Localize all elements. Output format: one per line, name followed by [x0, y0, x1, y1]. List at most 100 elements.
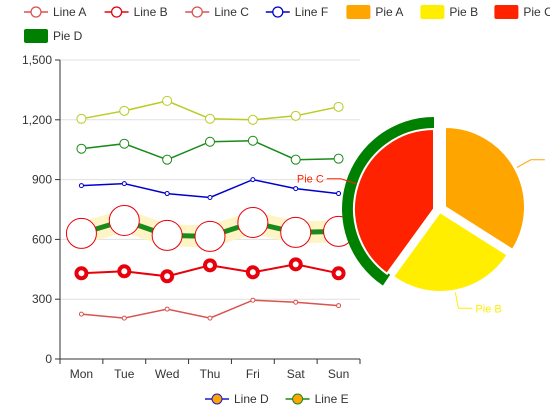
legend-label: Line F: [295, 5, 328, 19]
pie-label: Pie C: [297, 174, 324, 186]
y-tick-label: 1,200: [22, 113, 52, 127]
data-point: [164, 191, 170, 197]
data-point: [250, 297, 256, 303]
legend-item[interactable]: Line B: [104, 5, 168, 19]
legend-top: Line A Line B Line C Line F Pie A Pie B Pie C P…: [24, 5, 550, 43]
data-point: [333, 153, 344, 164]
y-tick-label: 1,500: [22, 53, 52, 67]
legend-swatch-box: [24, 29, 48, 43]
legend-item[interactable]: Pie C: [494, 5, 550, 19]
data-point: [205, 136, 215, 147]
pie-label-line: [454, 292, 473, 309]
legend-swatch-marker: [272, 6, 284, 18]
legend-item[interactable]: Pie B: [420, 5, 478, 19]
data-point: [164, 306, 170, 312]
data-point: [160, 269, 175, 284]
legend-item[interactable]: Line F: [265, 5, 328, 19]
data-point: [250, 177, 256, 183]
x-tick-label: Sun: [328, 367, 349, 381]
legend-swatch-marker: [211, 393, 223, 405]
data-point: [290, 110, 301, 121]
legend-label: Pie B: [449, 5, 478, 19]
data-point: [293, 186, 299, 192]
data-point: [280, 216, 312, 248]
legend-item[interactable]: Line E: [285, 392, 349, 406]
data-point: [290, 154, 301, 165]
data-point: [288, 257, 303, 272]
legend-label: Line B: [134, 5, 168, 19]
data-point: [119, 105, 130, 116]
series-line-a: [78, 297, 342, 321]
legend-swatch-box: [346, 5, 371, 19]
pie-label: Pie B: [475, 303, 501, 315]
legend-item[interactable]: Line D: [205, 392, 269, 406]
legend-swatch-box: [420, 5, 445, 19]
data-point: [333, 101, 344, 112]
pie-ring-d: [342, 117, 434, 286]
data-point: [65, 217, 97, 249]
pie-slice: [391, 210, 509, 293]
x-tick-label: Mon: [70, 367, 93, 381]
y-tick-label: 900: [32, 173, 52, 187]
legend-swatch-box: [494, 5, 519, 19]
legend-swatch-marker: [292, 393, 304, 405]
series-line-b: [74, 257, 346, 284]
data-point: [207, 195, 213, 201]
legend-item[interactable]: Line C: [185, 5, 249, 19]
data-point: [78, 311, 84, 317]
data-point: [194, 220, 226, 252]
legend-bottom: Line D Line E: [205, 392, 349, 406]
legend-item[interactable]: Pie D: [24, 29, 83, 43]
pie-slice: [444, 125, 526, 252]
data-point: [121, 315, 127, 321]
legend-swatch-marker: [110, 6, 123, 18]
data-point: [203, 258, 217, 273]
legend-label: Line D: [234, 392, 269, 406]
legend-item[interactable]: Pie A: [346, 5, 403, 19]
legend-swatch-marker: [30, 6, 42, 18]
legend-label: Line E: [315, 392, 349, 406]
data-point: [336, 303, 342, 309]
data-point: [247, 114, 258, 125]
data-point: [293, 299, 299, 305]
series-line-c: [65, 204, 355, 252]
pie-label-line: [516, 159, 545, 168]
x-tick-label: Tue: [114, 367, 135, 381]
y-tick-label: 600: [32, 232, 52, 246]
legend-label: Pie A: [375, 5, 403, 19]
series-line-f: [78, 177, 342, 201]
data-point: [331, 266, 346, 281]
pie-label-line: [326, 178, 357, 185]
data-point: [78, 183, 84, 189]
data-point: [76, 143, 87, 154]
x-tick-label: Sat: [287, 367, 306, 381]
data-point: [121, 181, 127, 187]
series-line: [81, 299, 339, 319]
pie-chart: Pie B Pie C: [297, 117, 545, 315]
legend-label: Pie C: [523, 5, 550, 19]
x-tick-label: Wed: [155, 367, 179, 381]
legend-swatch-marker: [191, 6, 203, 18]
x-tick-label: Fri: [246, 367, 260, 381]
data-point: [151, 219, 183, 251]
legend-label: Line C: [214, 5, 249, 19]
pie-slice: [353, 127, 435, 276]
data-point: [336, 191, 342, 197]
data-point: [119, 138, 130, 149]
axes: 0 300 600 900 1,200 1,500 Mon Tue Wed Thu Fri Sat Su…: [22, 53, 361, 381]
legend-label: Pie D: [53, 29, 83, 43]
data-point: [207, 315, 213, 321]
data-point: [237, 206, 269, 238]
data-point: [245, 265, 260, 280]
data-point: [205, 113, 215, 124]
y-tick-label: 300: [32, 292, 52, 306]
data-point: [117, 264, 132, 279]
legend-item[interactable]: Line A: [24, 5, 86, 19]
x-tick-label: Thu: [200, 367, 221, 381]
data-point: [74, 266, 89, 281]
legend-label: Line A: [53, 5, 86, 19]
data-point: [108, 204, 140, 236]
data-point: [162, 154, 173, 165]
series-line-d: [76, 135, 344, 165]
